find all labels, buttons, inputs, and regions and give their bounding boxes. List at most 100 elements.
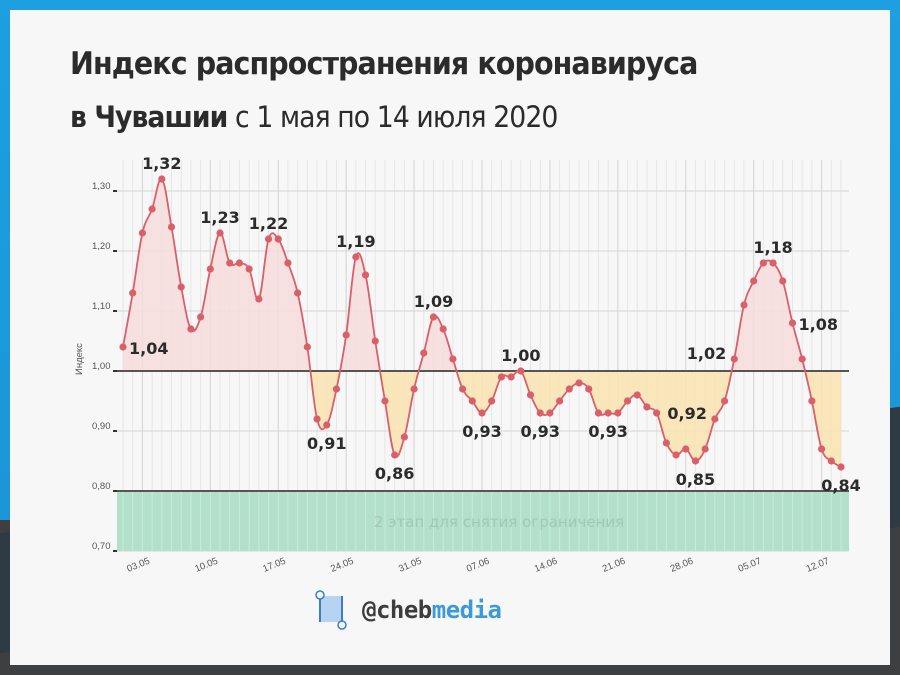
data-point — [653, 409, 661, 417]
x-tick-label: 03.05 — [125, 556, 151, 575]
data-label: 1,00 — [501, 346, 540, 365]
data-point — [769, 259, 777, 267]
flag-icon — [314, 590, 348, 630]
area-above-threshold — [123, 178, 841, 371]
x-tick-label: 31.05 — [397, 556, 423, 575]
data-point — [129, 289, 137, 297]
y-tick-label: 1,00 — [92, 361, 111, 372]
data-point — [623, 397, 632, 405]
data-point — [148, 205, 156, 213]
data-point — [342, 331, 350, 339]
data-point — [226, 259, 234, 267]
data-label: 0,86 — [375, 464, 414, 483]
data-label: 0,85 — [676, 470, 715, 489]
data-point — [410, 385, 418, 393]
data-point — [808, 397, 816, 405]
x-tick-label: 07.06 — [465, 556, 491, 575]
x-tick-label: 17.05 — [261, 556, 287, 575]
data-point — [206, 265, 214, 273]
data-label: 1,23 — [200, 208, 239, 227]
data-point — [420, 349, 428, 357]
data-point — [837, 463, 845, 471]
brand-handle: @cheb — [362, 596, 432, 624]
y-tick-label: 1,30 — [92, 181, 111, 192]
data-point — [371, 337, 379, 345]
data-point — [439, 325, 447, 333]
data-point — [497, 373, 506, 381]
data-point — [730, 355, 738, 363]
data-point — [682, 445, 690, 453]
data-point — [216, 229, 224, 237]
data-point — [313, 415, 321, 423]
data-point — [264, 235, 273, 243]
zone-label: 2 этап для снятия ограничения — [374, 513, 624, 531]
y-tick-mark — [113, 190, 117, 192]
data-point — [788, 319, 797, 327]
data-point — [711, 415, 719, 423]
data-point — [817, 445, 826, 453]
data-point — [526, 391, 535, 399]
data-point — [536, 409, 544, 417]
data-point — [458, 385, 467, 393]
data-label: 1,19 — [336, 232, 375, 251]
data-point — [750, 277, 758, 285]
data-point — [827, 457, 835, 465]
data-point — [245, 265, 253, 273]
data-point — [701, 445, 709, 453]
x-tick-label: 10.05 — [193, 556, 219, 575]
data-point — [798, 355, 806, 363]
data-point — [759, 259, 767, 267]
data-point — [429, 313, 438, 321]
x-tick-label: 28.06 — [669, 556, 695, 575]
chart-title: Индекс распространения коронавируса — [70, 46, 698, 82]
data-point — [720, 397, 729, 405]
data-point — [332, 385, 341, 393]
data-point — [575, 379, 583, 387]
area-below-threshold — [123, 371, 841, 467]
data-point — [391, 451, 399, 459]
data-point — [361, 271, 370, 279]
data-point — [303, 343, 311, 351]
x-tick-label: 24.05 — [329, 556, 355, 575]
data-label: 0,93 — [588, 422, 627, 441]
data-label: 0,93 — [462, 422, 501, 441]
data-point — [235, 259, 244, 267]
x-tick-label: 14.06 — [533, 556, 559, 575]
data-label: 0,92 — [667, 404, 706, 423]
data-point — [594, 409, 603, 417]
y-tick-label: 0,70 — [92, 541, 111, 552]
data-label: 1,09 — [414, 292, 453, 311]
y-tick-mark — [113, 490, 117, 492]
data-point — [119, 343, 127, 351]
data-point — [449, 355, 457, 363]
y-tick-label: 0,90 — [92, 421, 111, 432]
data-point — [614, 409, 622, 417]
x-tick-label: 21.06 — [601, 556, 627, 575]
data-point — [546, 409, 554, 417]
chart-subtitle-region: в Чувашии — [70, 100, 228, 134]
data-point — [381, 397, 389, 405]
data-point — [672, 451, 680, 459]
data-label: 1,04 — [129, 339, 168, 358]
data-point — [556, 397, 564, 405]
data-point — [352, 253, 360, 261]
data-label: 1,18 — [753, 238, 792, 257]
data-label: 0,93 — [520, 422, 559, 441]
y-tick-mark — [113, 310, 117, 312]
data-label: 0,91 — [307, 434, 346, 453]
x-tick-label: 05.07 — [737, 556, 763, 575]
data-point — [255, 295, 263, 303]
data-point — [284, 259, 292, 267]
y-axis-label: Индекс — [74, 343, 85, 375]
y-tick-mark — [113, 370, 117, 372]
data-point — [691, 457, 700, 465]
chart-subtitle-period: с 1 мая по 14 июля 2020 — [227, 100, 558, 134]
data-point — [478, 409, 486, 417]
data-point — [274, 235, 282, 243]
brand-suffix: media — [431, 596, 502, 624]
data-point — [779, 277, 787, 285]
y-tick-mark — [113, 250, 117, 252]
data-point — [400, 433, 408, 441]
data-point — [158, 175, 166, 183]
